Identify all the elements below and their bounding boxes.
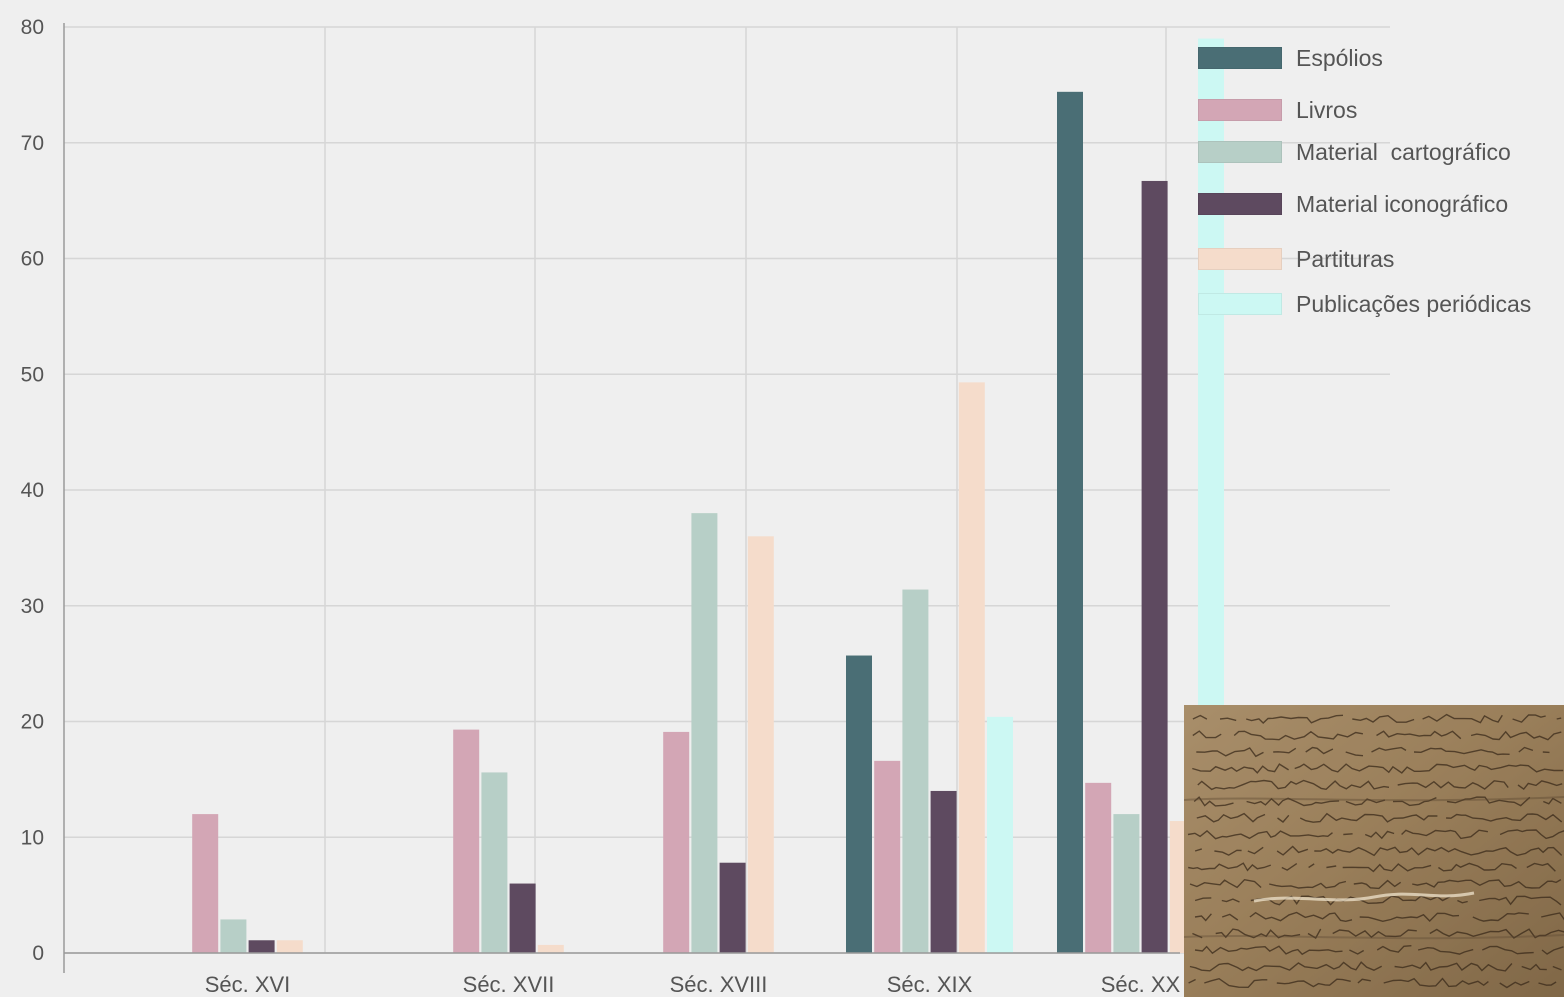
- bar: [691, 513, 718, 953]
- y-tick-label: 70: [21, 132, 44, 155]
- axis-labels: 0 10 20 30 40 50 60 70 80 Séc. XVI Séc. XVII Séc. X…: [21, 16, 1181, 997]
- legend-item: Espólios: [1198, 45, 1383, 71]
- legend-item: Publicações periódicas: [1198, 291, 1531, 317]
- y-tick-label: 60: [21, 248, 44, 271]
- legend-label: Espólios: [1296, 44, 1383, 71]
- bars: [192, 38, 1224, 953]
- legend-item: Material iconográfico: [1198, 191, 1508, 217]
- bar: [220, 919, 247, 953]
- y-tick-label: 20: [21, 711, 44, 734]
- y-tick-label: 50: [21, 363, 44, 386]
- bar: [719, 862, 746, 953]
- bar: [1113, 814, 1140, 953]
- bar: [846, 655, 872, 953]
- legend-label: Publicações periódicas: [1296, 290, 1532, 317]
- bar: [874, 760, 901, 953]
- bar: [248, 940, 275, 953]
- x-tick-label: Séc. XVII: [463, 972, 555, 997]
- bar: [1141, 180, 1168, 953]
- x-tick-label: Séc. XVIII: [670, 972, 768, 997]
- legend-swatch: [1198, 293, 1282, 315]
- y-tick-label: 30: [21, 595, 44, 618]
- x-tick-label: Séc. XIX: [887, 972, 973, 997]
- legend-label: Material cartográfico: [1296, 138, 1511, 165]
- legend-swatch: [1198, 248, 1282, 270]
- manuscript-image: [1184, 705, 1564, 997]
- bar: [537, 944, 564, 953]
- legend-item: Livros: [1198, 97, 1357, 123]
- y-tick-label: 0: [32, 942, 44, 965]
- bar: [481, 772, 508, 953]
- y-tick-label: 80: [21, 16, 44, 39]
- legend-swatch: [1198, 47, 1282, 69]
- x-tick-label: Séc. XVI: [205, 972, 291, 997]
- legend-swatch: [1198, 99, 1282, 121]
- y-tick-label: 10: [21, 826, 44, 849]
- legend-item: Material cartográfico: [1198, 139, 1511, 165]
- legend-swatch: [1198, 141, 1282, 163]
- bar: [747, 536, 774, 953]
- bar: [1085, 782, 1112, 953]
- bar: [902, 589, 929, 953]
- x-tick-label: Séc. XX: [1101, 972, 1181, 997]
- bar: [509, 883, 536, 953]
- bar: [987, 716, 1013, 953]
- bar: [276, 940, 303, 953]
- bar: [663, 731, 690, 953]
- axes: [63, 23, 1180, 973]
- y-tick-label: 40: [21, 479, 44, 502]
- bar: [958, 382, 985, 953]
- legend-item: Partituras: [1198, 246, 1394, 272]
- legend-label: Partituras: [1296, 245, 1395, 272]
- legend-label: Livros: [1296, 96, 1358, 123]
- bar: [1057, 91, 1083, 953]
- legend-swatch: [1198, 193, 1282, 215]
- bar: [453, 729, 480, 953]
- bar: [192, 814, 219, 953]
- bar: [930, 790, 957, 953]
- legend-label: Material iconográfico: [1296, 190, 1509, 217]
